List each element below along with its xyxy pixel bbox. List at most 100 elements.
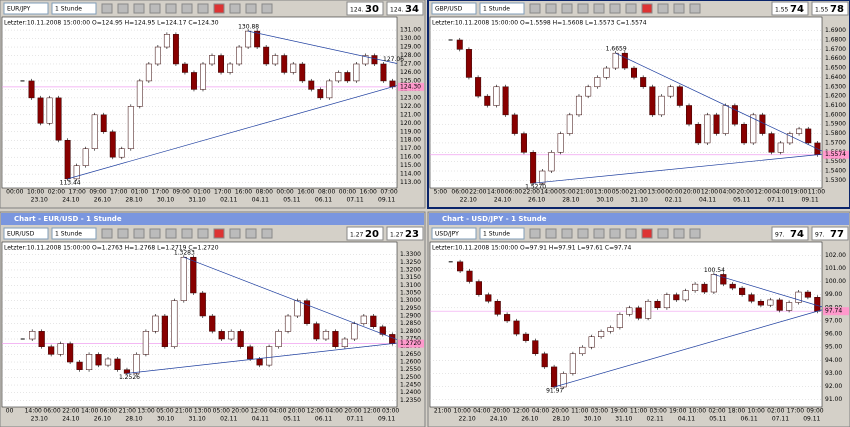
candle [82, 148, 89, 166]
tool-icon[interactable] [593, 3, 605, 14]
ask-main: 124. [390, 7, 403, 14]
candle [640, 77, 647, 88]
period-box[interactable] [479, 227, 525, 240]
candle [163, 34, 170, 48]
y-tick-label: 113.00 [400, 179, 421, 186]
time-label: 00:00 [6, 189, 23, 196]
period-box[interactable] [51, 227, 97, 240]
tool-icon[interactable] [673, 3, 685, 14]
time-label: 05:00 [558, 189, 575, 196]
tool-icon[interactable] [229, 3, 241, 14]
time-label: 10:00 [689, 408, 706, 415]
tool-icon[interactable] [529, 228, 541, 239]
tool-icon[interactable] [561, 228, 573, 239]
symbol-box[interactable] [431, 227, 477, 240]
tool-icon[interactable] [149, 228, 161, 239]
tool-icon[interactable] [593, 228, 605, 239]
candle [741, 123, 748, 144]
date-label: 26.10 [94, 197, 111, 204]
tool-icon[interactable] [165, 3, 177, 14]
tool-icon[interactable] [609, 228, 621, 239]
y-tick-label: 121.00 [400, 111, 421, 118]
date-label: 07.11 [346, 197, 363, 204]
tool-icon[interactable] [545, 228, 557, 239]
tool-icon[interactable] [117, 3, 129, 14]
candle [612, 52, 619, 69]
tool-icon[interactable] [149, 3, 161, 14]
candle [759, 114, 766, 134]
period-box[interactable] [479, 2, 525, 15]
candle [541, 353, 548, 368]
candle [777, 142, 784, 153]
y-tick-label: 130.00 [400, 35, 421, 42]
tool-icon[interactable] [197, 3, 209, 14]
tool-icon[interactable] [641, 228, 653, 239]
candle [308, 80, 315, 90]
tool-icon[interactable] [213, 3, 225, 14]
title-bar [429, 213, 849, 225]
tool-icon[interactable] [117, 228, 129, 239]
y-tick-label: 123.00 [400, 94, 421, 101]
candle [351, 323, 358, 340]
ask-main: 1.27 [390, 232, 404, 239]
candle [750, 114, 757, 144]
tool-icon[interactable] [229, 228, 241, 239]
tool-icon[interactable] [133, 3, 145, 14]
tool-icon[interactable] [101, 3, 113, 14]
symbol-box[interactable] [3, 2, 49, 15]
tool-icon[interactable] [657, 3, 669, 14]
tool-icon[interactable] [245, 3, 257, 14]
tool-icon[interactable] [577, 228, 589, 239]
symbol-box[interactable] [3, 227, 49, 240]
tool-icon[interactable] [689, 3, 701, 14]
tool-icon[interactable] [641, 3, 653, 14]
tool-icon[interactable] [165, 228, 177, 239]
tool-icon[interactable] [657, 228, 669, 239]
time-label: 05:00 [612, 189, 629, 196]
date-label: 31.10 [189, 416, 206, 423]
tool-icon[interactable] [261, 3, 273, 14]
period: 1 Stunde [483, 231, 510, 238]
candle [247, 346, 254, 360]
time-label: 22:00 [523, 189, 540, 196]
time-label: 17:00 [110, 189, 127, 196]
tool-icon[interactable] [181, 3, 193, 14]
y-tick-label: 1.6700 [825, 46, 846, 53]
time-label: 13:00 [647, 189, 664, 196]
symbol-box[interactable] [431, 2, 477, 15]
tool-icon[interactable] [133, 228, 145, 239]
y-tick-label: 1.6600 [825, 55, 846, 62]
tool-icon[interactable] [625, 3, 637, 14]
candle [566, 114, 573, 134]
tool-icon[interactable] [689, 228, 701, 239]
tool-icon[interactable] [625, 228, 637, 239]
tool-icon[interactable] [197, 228, 209, 239]
tool-icon[interactable] [213, 228, 225, 239]
current-box [398, 339, 424, 348]
time-label: 06:00 [100, 408, 117, 415]
tool-icon[interactable] [261, 228, 273, 239]
candle [520, 133, 527, 153]
date-label: 09.11 [801, 197, 818, 204]
tool-icon[interactable] [181, 228, 193, 239]
candle [389, 334, 396, 344]
y-tick-label: 1.3150 [400, 274, 421, 281]
time-label: 07:00 [380, 189, 397, 196]
candle [265, 346, 273, 366]
candle [152, 315, 159, 332]
period-box[interactable] [51, 2, 97, 15]
tool-icon[interactable] [673, 228, 685, 239]
candle [237, 331, 244, 347]
date-label: 06.11 [315, 416, 332, 423]
y-tick-label: 115.00 [400, 162, 421, 169]
tool-icon[interactable] [609, 3, 621, 14]
y-tick-label: 1.6200 [825, 93, 846, 100]
tool-icon[interactable] [577, 3, 589, 14]
tool-icon[interactable] [245, 228, 257, 239]
y-tick-label: 1.2950 [400, 305, 421, 312]
bid-box [346, 226, 384, 241]
tool-icon[interactable] [529, 3, 541, 14]
tool-icon[interactable] [561, 3, 573, 14]
tool-icon[interactable] [545, 3, 557, 14]
tool-icon[interactable] [101, 228, 113, 239]
